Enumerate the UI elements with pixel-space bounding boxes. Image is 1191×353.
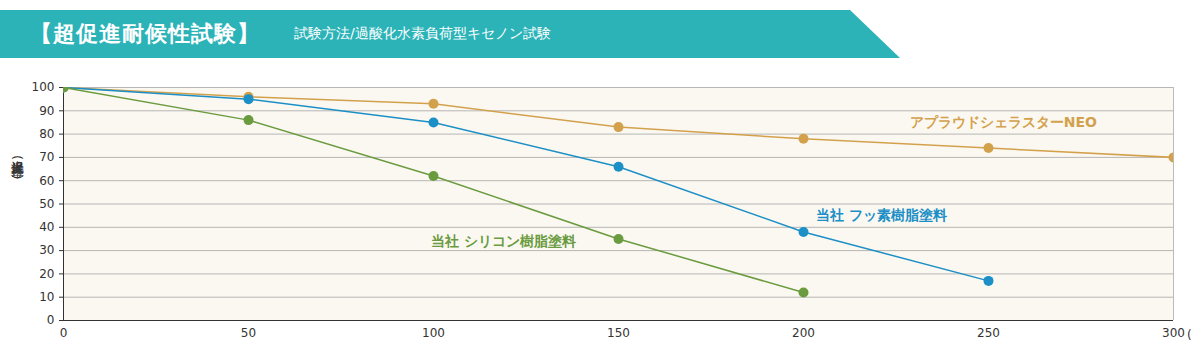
svg-text:20: 20 xyxy=(39,267,54,281)
svg-text:当社 フッ素樹脂塗料: 当社 フッ素樹脂塗料 xyxy=(816,207,947,223)
svg-text:(h): (h) xyxy=(1187,328,1191,342)
svg-text:60: 60 xyxy=(39,174,54,188)
svg-text:アプラウドシェラスターNEO: アプラウドシェラスターNEO xyxy=(910,114,1097,130)
svg-text:90: 90 xyxy=(39,104,54,118)
svg-text:0: 0 xyxy=(60,326,68,340)
svg-text:70: 70 xyxy=(39,150,54,164)
svg-text:30: 30 xyxy=(39,243,54,257)
svg-text:0: 0 xyxy=(47,313,55,327)
svg-text:300: 300 xyxy=(1162,326,1185,340)
html-text:【超促進耐候性試験】: 【超促進耐候性試験】 xyxy=(30,21,260,46)
svg-text:50: 50 xyxy=(241,326,256,340)
svg-text:100: 100 xyxy=(32,80,55,94)
svg-text:50: 50 xyxy=(39,197,54,211)
html-text:試験方法/過酸化水素負荷型キセノン試験: 試験方法/過酸化水素負荷型キセノン試験 xyxy=(294,25,551,41)
svg-text:当社 シリコン樹脂塗料: 当社 シリコン樹脂塗料 xyxy=(431,233,576,249)
html-text:光沢保持率(%): 光沢保持率(%) xyxy=(10,150,25,181)
svg-text:10: 10 xyxy=(39,290,54,304)
svg-text:250: 250 xyxy=(977,326,1000,340)
svg-text:200: 200 xyxy=(792,326,815,340)
svg-text:80: 80 xyxy=(39,127,54,141)
svg-text:40: 40 xyxy=(39,220,54,234)
svg-text:150: 150 xyxy=(607,326,630,340)
svg-text:100: 100 xyxy=(422,326,445,340)
